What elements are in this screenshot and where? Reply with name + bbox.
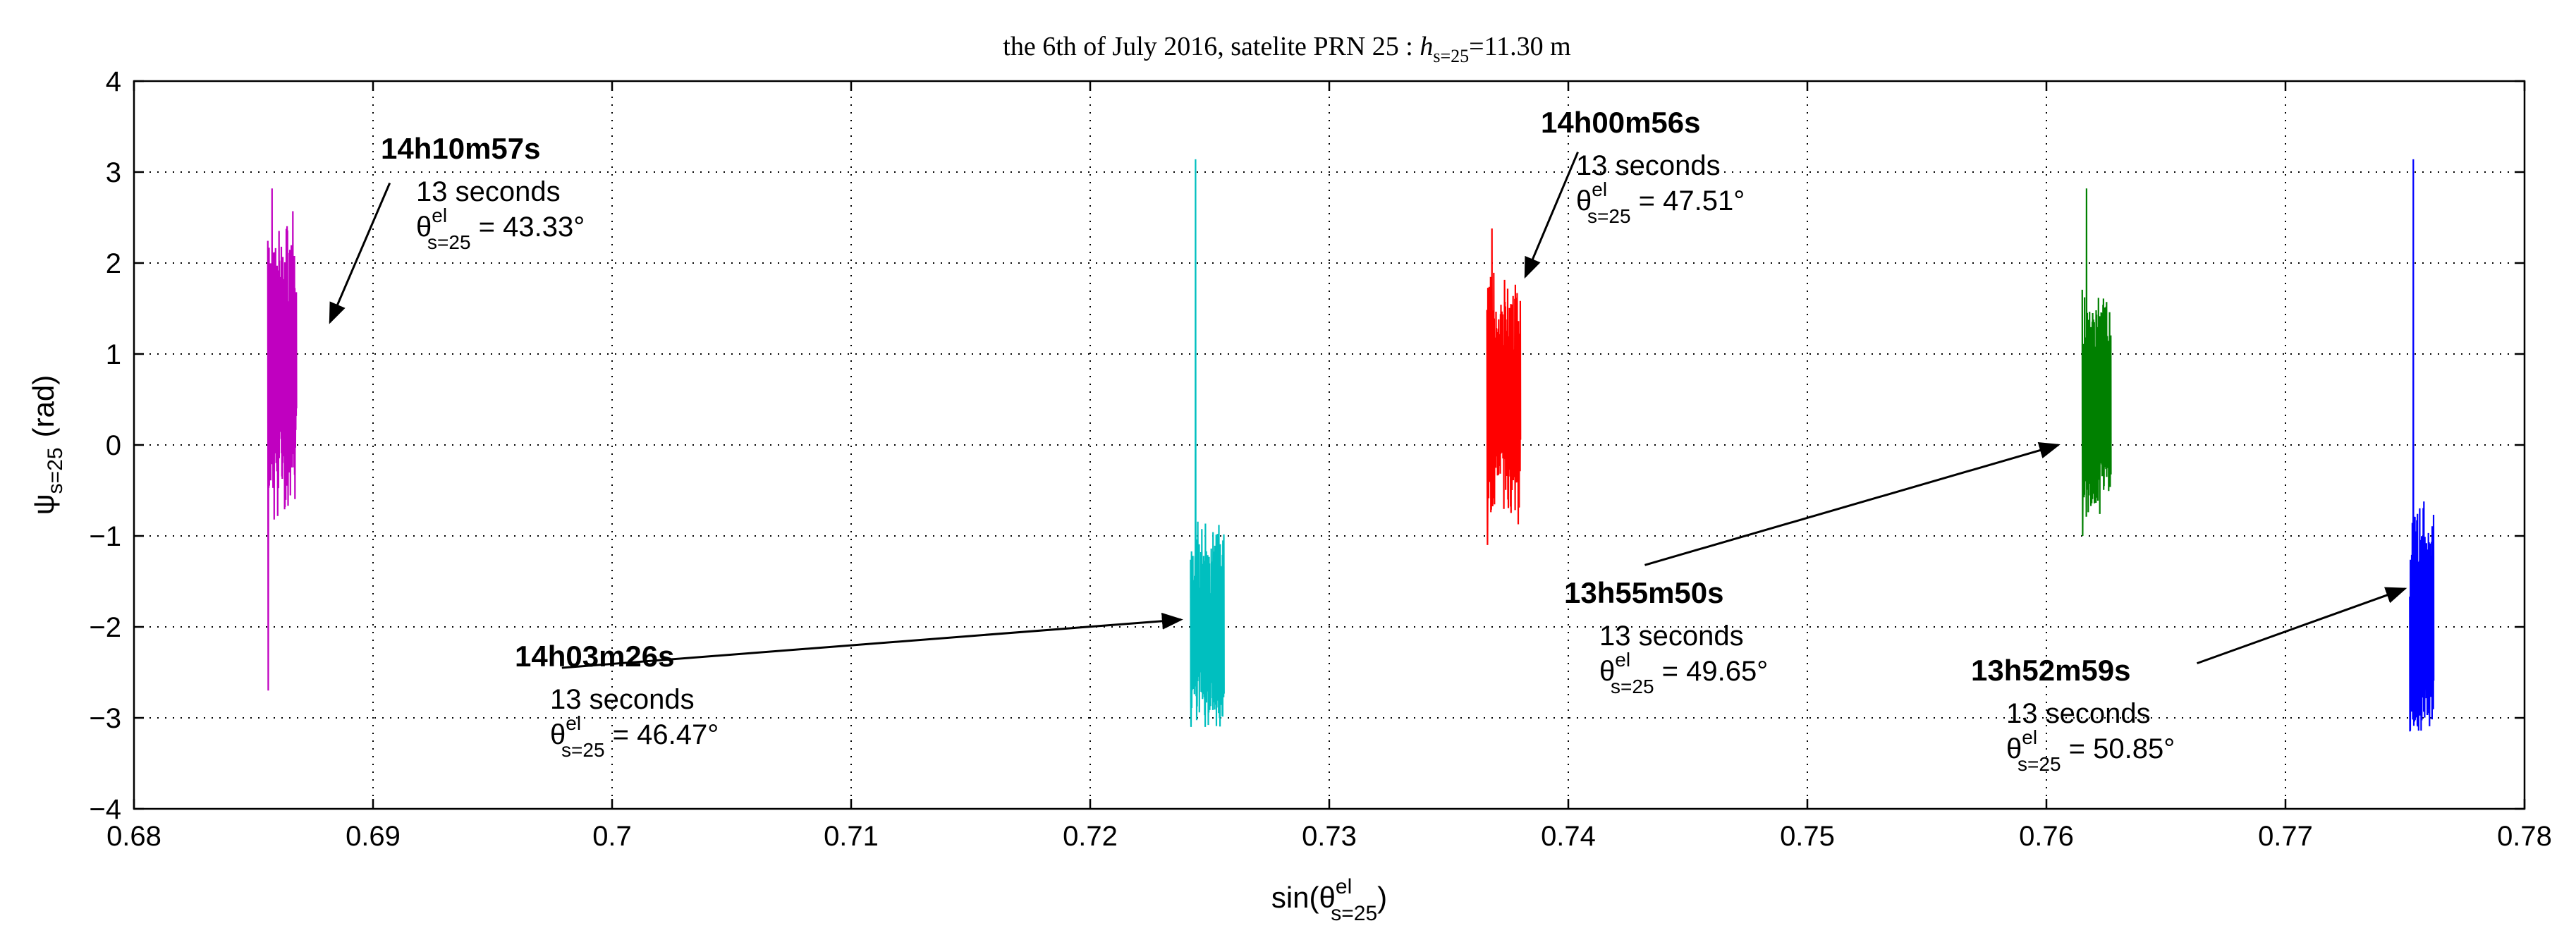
xlabel-suffix: ) — [1377, 881, 1387, 914]
y-tick-label: −3 — [89, 703, 121, 734]
title-h: h — [1420, 32, 1433, 61]
annotation-time: 14h00m56s — [1541, 106, 1701, 139]
x-tick-label: 0.7 — [592, 821, 632, 852]
annotation-elevation: θel s=25 = 47.51° — [1576, 178, 1745, 227]
y-tick-label: −1 — [89, 521, 121, 552]
series-line-14h03m26s — [1190, 159, 1225, 727]
annotation-arrow — [561, 612, 1183, 669]
annotation-arrow — [1644, 442, 2061, 566]
annotation-duration: 13 seconds — [416, 176, 561, 207]
x-tick-label: 0.74 — [1541, 821, 1596, 852]
grid — [134, 81, 2525, 809]
annotation-arrow — [2197, 587, 2407, 665]
y-tick-label: −4 — [89, 794, 121, 825]
x-axis-label: sin(θel s=25) — [1271, 875, 1387, 925]
annotation-time: 14h03m26s — [515, 640, 675, 673]
title-prefix: the 6th of July 2016, satelite PRN 25 : — [1003, 32, 1420, 61]
x-tick-label: 0.75 — [1780, 821, 1835, 852]
x-tick-label: 0.76 — [2019, 821, 2074, 852]
annotation-elevation: θel s=25 = 50.85° — [2006, 726, 2175, 775]
y-axis-label: ψs=25 (rad) — [27, 375, 67, 515]
annotation-duration: 13 seconds — [1599, 621, 1744, 652]
x-tick-label: 0.71 — [824, 821, 879, 852]
y-tick-label: 3 — [106, 157, 121, 188]
x-tick-label: 0.72 — [1063, 821, 1118, 852]
annotation-elevation: θel s=25 = 43.33° — [416, 205, 585, 253]
annotation-duration: 13 seconds — [1576, 150, 1721, 181]
annotation-arrow — [1524, 152, 1579, 279]
chart-title: the 6th of July 2016, satelite PRN 25 : … — [1003, 32, 1570, 66]
series-layer — [267, 159, 2435, 732]
series-line-14h10m57s — [267, 188, 298, 691]
x-tick-label: 0.73 — [1302, 821, 1357, 852]
series-line-13h55m50s — [2081, 188, 2112, 537]
y-tick-label: 0 — [106, 430, 121, 461]
annotation-elevation: θel s=25 = 46.47° — [550, 712, 719, 761]
annotation-time: 14h10m57s — [381, 132, 541, 165]
annotation-time: 13h52m59s — [1971, 654, 2131, 687]
y-tick-label: 4 — [106, 66, 121, 97]
xlabel-subscript: s=25 — [1331, 902, 1377, 925]
ylabel-main: ψ — [27, 494, 60, 515]
x-tick-label: 0.77 — [2258, 821, 2313, 852]
xlabel-superscript: el — [1336, 875, 1352, 898]
title-subscript: s=25 — [1433, 46, 1469, 66]
annotation-arrow — [329, 182, 391, 324]
ylabel-subscript: s=25 — [44, 447, 67, 494]
annotation-elevation: θel s=25 = 49.65° — [1599, 649, 1768, 697]
series-line-14h00m56s — [1486, 228, 1522, 545]
ylabel-unit: (rad) — [27, 375, 60, 438]
series-line-13h52m59s — [2409, 159, 2435, 732]
title-value: =11.30 m — [1469, 32, 1571, 61]
ticks: 0.68 0.69 0.7 0.71 0.72 0.73 0.74 0.75 0.76 0.77 0… — [89, 66, 2552, 852]
annotation-duration: 13 seconds — [550, 684, 695, 715]
y-tick-label: −2 — [89, 612, 121, 643]
annotation-time: 13h55m50s — [1564, 576, 1724, 609]
x-tick-label: 0.78 — [2497, 821, 2552, 852]
x-tick-label: 0.68 — [106, 821, 161, 852]
y-tick-label: 2 — [106, 248, 121, 279]
annotation-duration: 13 seconds — [2006, 698, 2151, 729]
x-tick-label: 0.69 — [346, 821, 401, 852]
y-tick-label: 1 — [106, 339, 121, 370]
xlabel-prefix: sin(θ — [1271, 881, 1336, 914]
